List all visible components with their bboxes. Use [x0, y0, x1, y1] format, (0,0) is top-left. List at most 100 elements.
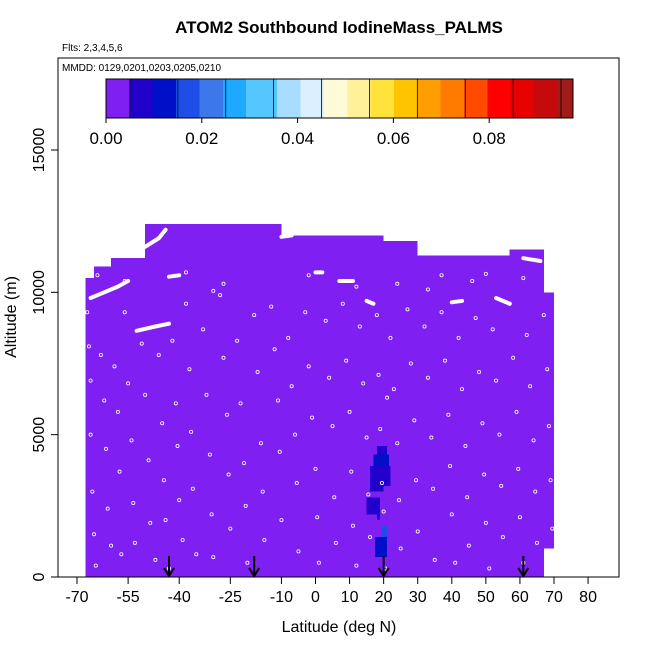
sample-point — [414, 478, 419, 483]
sample-point — [258, 441, 263, 446]
sample-point — [187, 367, 192, 372]
heatmap-cell — [370, 465, 391, 492]
sample-point — [184, 270, 189, 275]
sample-point — [483, 271, 488, 276]
colorbar-swatch — [549, 79, 559, 118]
colorbar-swatch — [137, 79, 146, 118]
colorbar-swatch — [207, 79, 216, 118]
colorbar-swatch — [176, 79, 185, 118]
flight-track — [279, 233, 294, 239]
sample-point — [122, 278, 127, 283]
colorbar-tick-label: 0.00 — [89, 129, 122, 148]
chart-title: ATOM2 Southbound IodineMass_PALMS — [175, 18, 503, 37]
flight-track — [364, 298, 376, 306]
sample-point — [315, 515, 320, 520]
sample-point — [473, 315, 478, 320]
sample-point — [243, 503, 248, 508]
sample-point — [316, 560, 321, 565]
x-tick-label: 10 — [341, 589, 359, 606]
colorbar-swatch — [331, 79, 341, 118]
sample-point — [103, 446, 108, 451]
sample-point — [422, 324, 427, 329]
colorbar-swatch — [502, 79, 512, 118]
colorbar-swatch — [378, 79, 387, 118]
sample-point — [490, 327, 495, 332]
dates-label: MMDD: 0129,0201,0203,0205,0210 — [62, 63, 221, 74]
sample-point — [327, 375, 332, 380]
sample-point — [252, 313, 257, 318]
x-tick-label: -40 — [168, 589, 191, 606]
colorbar-swatch — [121, 79, 130, 118]
sample-point — [306, 273, 311, 278]
coverage-column — [230, 224, 282, 577]
sample-point — [528, 384, 533, 389]
sample-point — [425, 375, 430, 380]
colorbar-swatch — [534, 79, 543, 118]
x-tick-label: -10 — [270, 589, 293, 606]
sample-point — [122, 310, 127, 315]
x-tick-label: 20 — [375, 589, 393, 606]
sample-point — [126, 381, 131, 386]
sample-point — [381, 509, 386, 514]
colorbar-swatch — [479, 79, 488, 118]
flights-label: Flts: 2,3,4,5,6 — [62, 43, 123, 54]
coverage-column — [543, 292, 554, 549]
sample-point — [112, 364, 117, 369]
sample-point — [497, 432, 502, 437]
x-tick-label: 30 — [409, 589, 427, 606]
heatmap-cell — [281, 286, 333, 316]
heatmap-cell — [247, 411, 275, 444]
x-axis-label: Latitude (deg N) — [282, 619, 397, 636]
sample-point — [139, 341, 144, 346]
colorbar-swatch — [362, 79, 372, 118]
sample-point — [439, 310, 444, 315]
sample-point — [517, 515, 522, 520]
sample-point — [395, 441, 400, 446]
sample-point — [333, 540, 338, 545]
flight-track — [521, 256, 543, 264]
y-tick-label: 0 — [31, 572, 48, 581]
colorbar-swatch — [277, 79, 286, 118]
colorbar-tick-label: 0.02 — [185, 129, 218, 148]
sample-point — [323, 318, 328, 323]
colorbar-swatch — [144, 79, 154, 118]
sample-point — [163, 518, 168, 523]
sample-point — [221, 355, 226, 360]
colorbar-swatch — [456, 79, 465, 118]
sample-point — [115, 409, 120, 414]
sample-point — [241, 461, 246, 466]
sample-point — [379, 481, 384, 486]
sample-point — [477, 370, 482, 375]
sample-point — [148, 520, 153, 525]
colorbar-swatch — [152, 79, 162, 118]
heatmap-cell — [373, 454, 389, 466]
x-tick-label: -70 — [65, 589, 88, 606]
sample-point — [170, 338, 175, 343]
colorbar-tick-label: 0.08 — [473, 129, 506, 148]
sample-point — [289, 384, 294, 389]
sample-point — [340, 301, 345, 306]
colorbar-swatch — [285, 79, 294, 118]
sample-point — [177, 498, 182, 503]
flight-track — [494, 296, 512, 306]
sample-point — [366, 492, 371, 497]
sample-point — [294, 481, 299, 486]
sample-point — [296, 549, 301, 554]
heatmap-cell — [502, 514, 524, 549]
sample-point — [466, 543, 471, 548]
sample-point — [533, 489, 538, 494]
sample-point — [349, 469, 354, 474]
sample-point — [412, 418, 417, 423]
sample-point — [361, 381, 366, 386]
sample-point — [350, 523, 355, 528]
sample-point — [293, 432, 298, 437]
colorbar-swatch — [214, 79, 224, 118]
colorbar-swatch — [355, 79, 364, 118]
sample-point — [153, 557, 158, 562]
colorbar-swatch — [292, 79, 302, 118]
sample-point — [545, 367, 550, 372]
sample-point — [160, 421, 165, 426]
sample-point — [511, 355, 516, 360]
sample-point — [463, 444, 468, 449]
